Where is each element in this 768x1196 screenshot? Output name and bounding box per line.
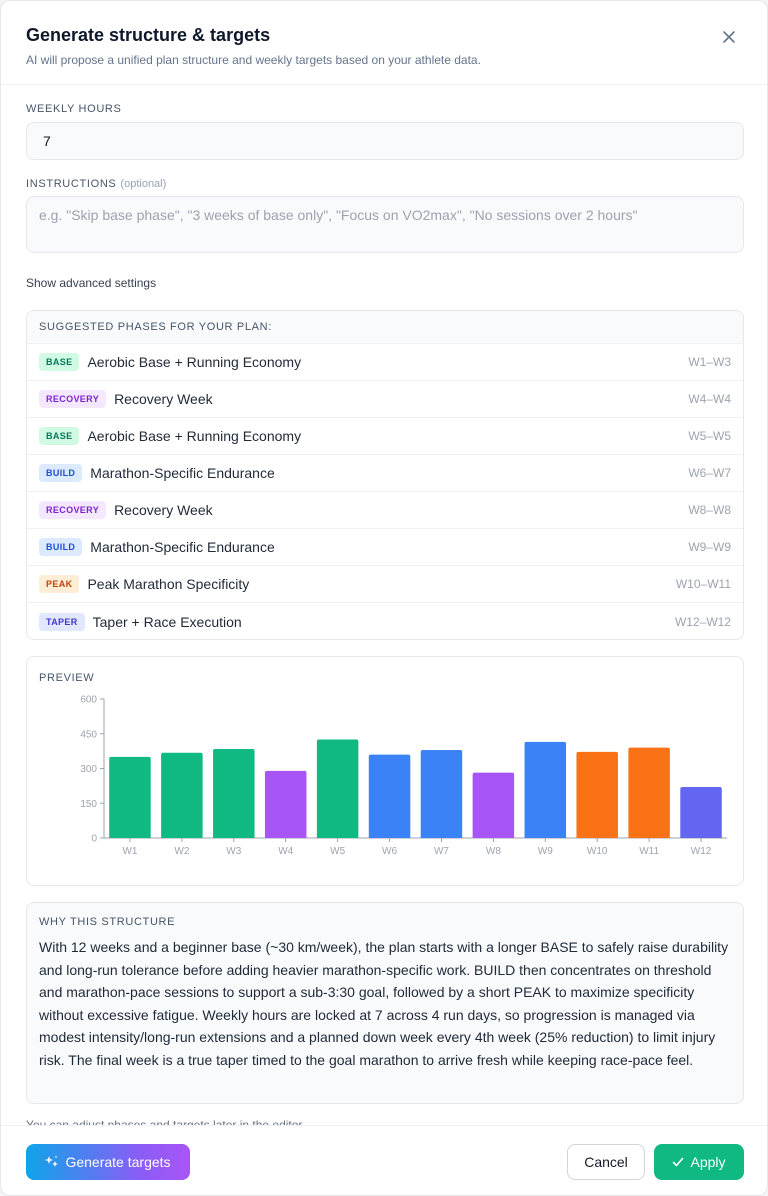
check-icon <box>673 1157 684 1167</box>
modal-title: Generate structure & targets <box>26 25 271 45</box>
apply-button[interactable]: Apply <box>654 1144 744 1180</box>
phase-badge: BUILD <box>39 464 83 482</box>
x-tick-label: W11 <box>639 846 659 857</box>
phase-name: Aerobic Base + Running Economy <box>87 428 302 444</box>
weekly-hours-label: WEEKLY HOURS <box>26 103 122 115</box>
y-tick-label: 150 <box>80 799 97 810</box>
phase-name: Recovery Week <box>114 502 213 518</box>
bar-w9 <box>524 741 567 838</box>
x-tick-label: W8 <box>486 846 501 857</box>
x-tick-label: W1 <box>122 846 137 857</box>
y-tick-label: 600 <box>80 695 97 706</box>
bar-w3 <box>213 749 255 838</box>
x-tick-label: W2 <box>174 846 189 857</box>
phase-badge: BASE <box>39 353 80 371</box>
bar-w1 <box>109 756 151 838</box>
bar-w10 <box>576 751 618 838</box>
close-icon <box>723 31 735 43</box>
phase-row: RECOVERY Recovery Week W8–W8 <box>27 492 743 529</box>
x-tick-label: W4 <box>278 846 293 857</box>
generate-targets-label: Generate targets <box>65 1154 171 1170</box>
phase-row: BUILD Marathon-Specific Endurance W9–W9 <box>27 529 743 566</box>
bar-w7 <box>420 749 463 838</box>
phase-badge: BASE <box>39 427 80 445</box>
phase-range: W6–W7 <box>688 466 731 480</box>
phase-range: W8–W8 <box>688 503 731 517</box>
x-tick-label: W5 <box>330 846 345 857</box>
phase-name: Marathon-Specific Endurance <box>90 465 275 481</box>
phase-name: Recovery Week <box>114 391 213 407</box>
bar-w4 <box>264 770 307 838</box>
phase-row: BASE Aerobic Base + Running Economy W5–W5 <box>27 418 743 455</box>
bar-w8 <box>472 772 515 838</box>
phase-range: W12–W12 <box>674 614 731 629</box>
phase-range: W10–W11 <box>675 577 731 591</box>
phase-badge: PEAK <box>39 575 80 593</box>
x-tick-label: W7 <box>434 846 449 857</box>
x-tick-label: W12 <box>691 846 712 857</box>
suggested-phases-panel: SUGGESTED PHASES FOR YOUR PLAN: BASE Aero… <box>26 310 744 640</box>
weekly-hours-input[interactable] <box>26 122 744 160</box>
instructions-label: INSTRUCTIONS (optional) <box>26 178 166 190</box>
phase-row: BASE Aerobic Base + Running Economy W1–W3 <box>27 344 743 381</box>
phase-row: PEAK Peak Marathon Specificity W10–W11 <box>27 566 743 603</box>
phase-row: TAPER Taper + Race Execution W12–W12 <box>27 603 743 639</box>
phase-name: Peak Marathon Specificity <box>87 576 250 592</box>
phase-row: RECOVERY Recovery Week W4–W4 <box>27 381 743 418</box>
bar-w2 <box>161 752 203 838</box>
preview-title: PREVIEW <box>39 672 95 684</box>
modal-subtitle: AI will propose a unified plan structure… <box>26 53 481 67</box>
phase-badge: RECOVERY <box>39 390 107 408</box>
x-tick-label: W6 <box>382 846 397 857</box>
y-tick-label: 450 <box>80 729 97 740</box>
modal-footer: Generate targets Cancel Apply <box>1 1125 767 1195</box>
bar-w12 <box>680 787 722 838</box>
close-button[interactable] <box>717 25 741 49</box>
why-structure-panel: WHY THIS STRUCTURE With 12 weeks and a b… <box>26 902 744 1104</box>
apply-label: Apply <box>690 1154 726 1170</box>
bar-w5 <box>316 739 359 838</box>
cancel-button[interactable]: Cancel <box>567 1144 645 1180</box>
phase-badge: BUILD <box>39 538 83 556</box>
show-advanced-settings-link[interactable]: Show advanced settings <box>26 276 157 290</box>
phase-list: BASE Aerobic Base + Running Economy W1–W3 R… <box>27 344 743 639</box>
optional-label: (optional) <box>120 178 167 190</box>
x-tick-label: W9 <box>538 846 553 857</box>
preview-panel: PREVIEW 0 150 300 450 600 W1 W2 W3 W4 W5 W6 W7 W8 W9 W… <box>26 656 744 886</box>
why-title: WHY THIS STRUCTURE <box>39 916 176 928</box>
phase-name: Marathon-Specific Endurance <box>90 539 275 555</box>
generate-targets-button[interactable]: Generate targets <box>26 1144 190 1180</box>
instructions-textarea[interactable] <box>26 196 744 253</box>
sparkles-icon <box>45 1155 59 1167</box>
y-tick-label: 0 <box>91 834 97 845</box>
phase-badge: RECOVERY <box>39 501 107 519</box>
why-text: With 12 weeks and a beginner base (~30 k… <box>39 939 729 1068</box>
phase-range: W4–W4 <box>688 392 731 406</box>
phase-name: Aerobic Base + Running Economy <box>87 354 302 370</box>
y-tick-label: 300 <box>80 764 97 775</box>
x-tick-label: W3 <box>226 846 241 857</box>
phase-name: Taper + Race Execution <box>92 613 242 630</box>
phase-range: W5–W5 <box>688 429 731 443</box>
instructions-label-text: INSTRUCTIONS <box>26 178 117 190</box>
phases-title: SUGGESTED PHASES FOR YOUR PLAN: <box>27 311 743 344</box>
phase-badge: TAPER <box>39 612 85 631</box>
phase-range: W1–W3 <box>688 355 731 369</box>
phase-row: BUILD Marathon-Specific Endurance W6–W7 <box>27 455 743 492</box>
bar-w6 <box>368 754 411 838</box>
phase-range: W9–W9 <box>688 540 731 554</box>
modal-header: Generate structure & targets AI will pro… <box>1 1 767 85</box>
x-tick-label: W10 <box>587 846 608 857</box>
preview-bar-chart: 0 150 300 450 600 W1 W2 W3 W4 W5 W6 W7 W8 W9 W10 W11 W12 <box>80 695 727 857</box>
bar-w11 <box>628 747 670 838</box>
